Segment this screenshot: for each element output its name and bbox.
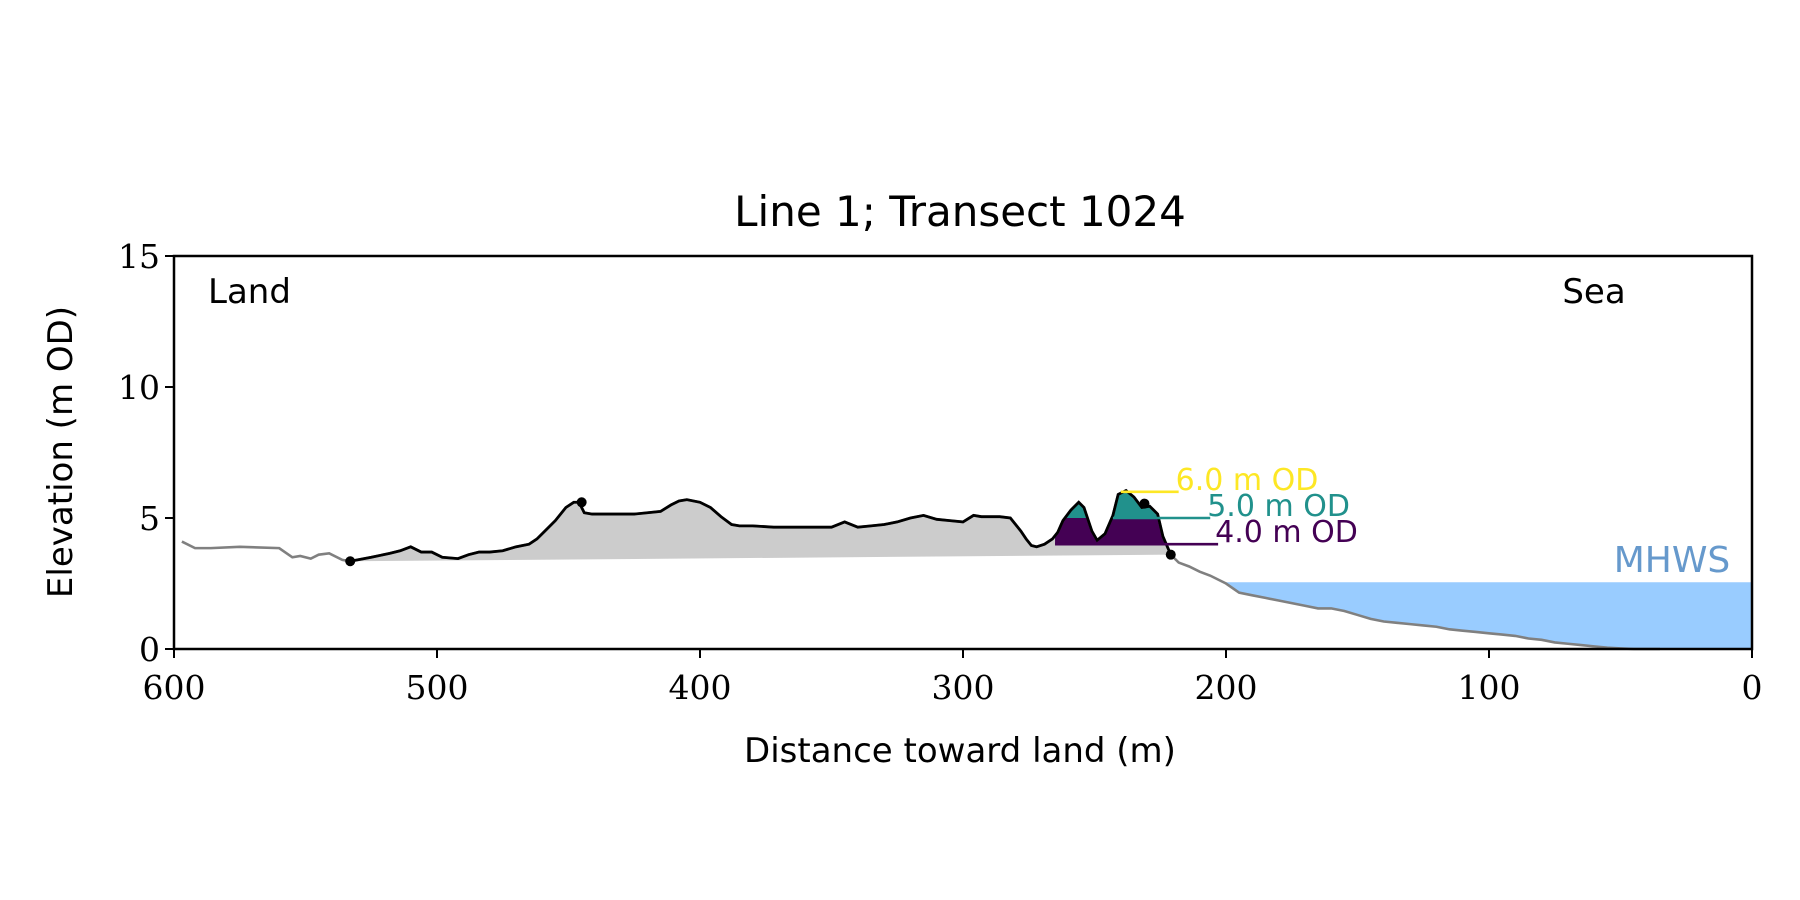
x-axis-label: Distance toward land (m) — [744, 731, 1176, 771]
level-fill-40 — [1055, 518, 1167, 545]
mhws-sea-fill — [1226, 582, 1752, 649]
dune-profile-line — [349, 488, 1173, 563]
y-tick-label-0: 0 — [139, 630, 160, 669]
x-tick-label-500: 500 — [406, 668, 469, 707]
level-label-6-0: 6.0 m OD — [1176, 463, 1319, 498]
dune-area-fill — [350, 490, 1171, 562]
dune-marker-1 — [576, 497, 587, 508]
dune-marker-2 — [1139, 498, 1150, 509]
x-tick-label-400: 400 — [669, 668, 732, 707]
axes: 600 500 400 300 200 100 0 0 5 10 15 — [118, 237, 1763, 707]
plot-area: MHWS 6.0 m OD5.0 m OD4.0 m OD — [181, 463, 1752, 651]
x-tick-label-200: 200 — [1195, 668, 1258, 707]
x-tick-label-600: 600 — [143, 668, 206, 707]
land-label: Land — [208, 272, 291, 312]
y-tick-label-5: 5 — [139, 499, 160, 538]
x-tick-label-100: 100 — [1458, 668, 1521, 707]
x-tick-label-300: 300 — [932, 668, 995, 707]
mhws-label: MHWS — [1614, 540, 1731, 581]
dune-marker-0 — [345, 556, 356, 567]
x-tick-label-0: 0 — [1742, 668, 1763, 707]
level-label-4-0: 4.0 m OD — [1215, 515, 1358, 550]
y-axis-label: Elevation (m OD) — [41, 306, 81, 598]
level-label-5-0: 5.0 m OD — [1207, 489, 1350, 524]
dune-marker-3 — [1165, 549, 1176, 560]
y-tick-label-15: 15 — [118, 237, 160, 276]
level-fill-50 — [1112, 491, 1159, 518]
sea-label: Sea — [1562, 272, 1625, 312]
y-tick-label-10: 10 — [118, 368, 160, 407]
chart-title: Line 1; Transect 1024 — [734, 187, 1186, 236]
